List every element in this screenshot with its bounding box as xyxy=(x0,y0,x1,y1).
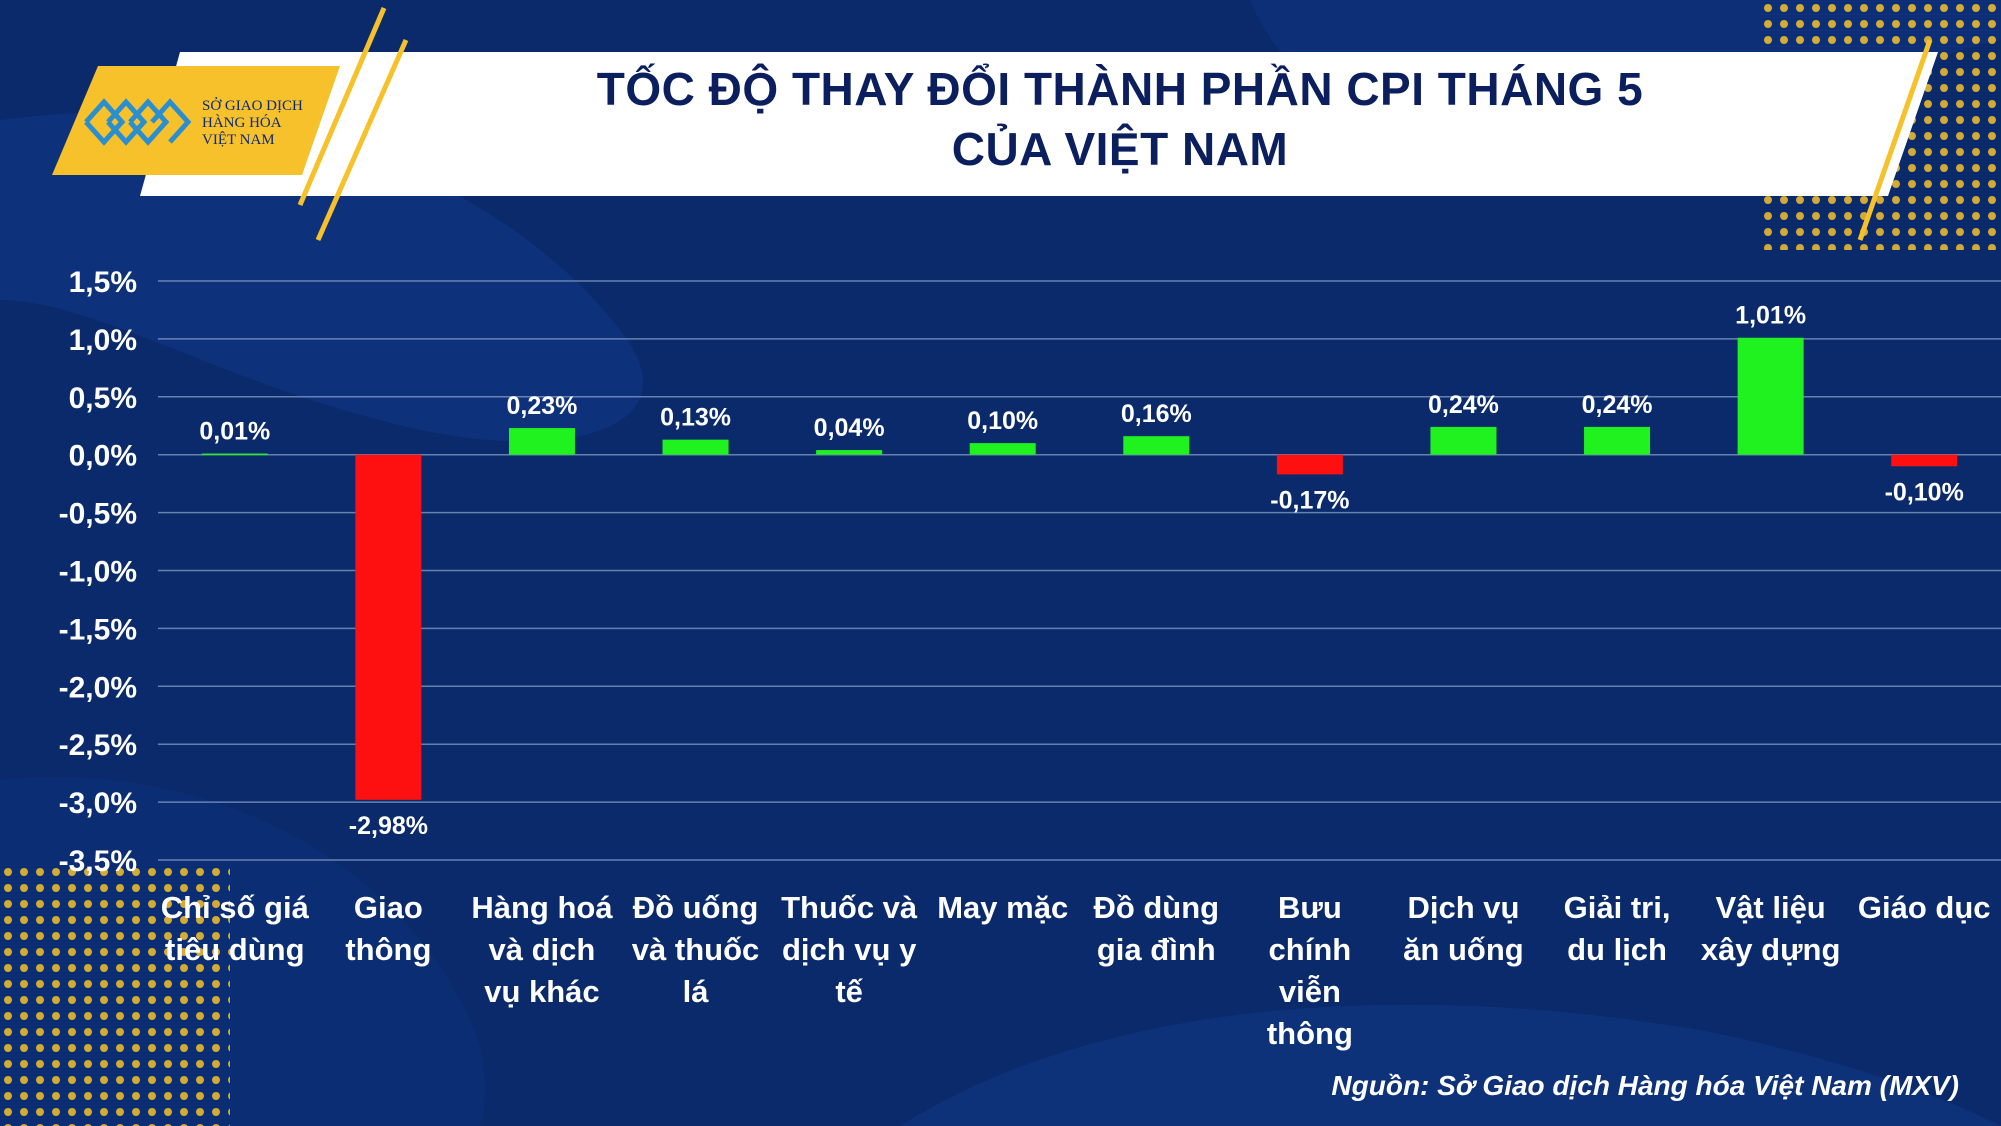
x-tick-label: Giáo dục xyxy=(1858,890,1991,925)
source-note: Nguồn: Sở Giao dịch Hàng hóa Việt Nam (M… xyxy=(1331,1070,1959,1101)
x-tick-label-line: dịch vụ y xyxy=(782,932,917,967)
data-label: 0,04% xyxy=(814,414,885,442)
bar xyxy=(508,428,575,455)
bar xyxy=(1276,454,1343,475)
bar xyxy=(201,453,268,456)
x-tick-label-line: du lịch xyxy=(1567,932,1667,967)
data-label: -2,98% xyxy=(349,812,428,840)
x-tick-label-line: Đồ uống xyxy=(633,890,759,925)
y-tick-label: -0,5% xyxy=(59,498,137,531)
y-tick-label: -1,5% xyxy=(59,613,137,646)
bar xyxy=(1891,454,1958,467)
x-tick-label-line: tiêu dùng xyxy=(165,932,304,967)
x-tick-label: Dịch vụ ăn uống xyxy=(1403,890,1524,967)
x-tick-label-line: và thuốc xyxy=(632,932,759,967)
bar xyxy=(1737,337,1804,455)
y-tick-label: -2,0% xyxy=(59,671,137,704)
logo-box xyxy=(52,66,340,175)
x-tick-label: Hàng hoá và dịch vụ khác xyxy=(471,890,613,1009)
x-tick-label-line: gia đình xyxy=(1097,932,1216,967)
data-label: -0,10% xyxy=(1885,478,1964,506)
bar xyxy=(1584,426,1651,455)
bar xyxy=(662,439,729,455)
x-tick-label-line: và dịch xyxy=(489,932,596,967)
x-tick-label-line: thông xyxy=(1267,1016,1353,1051)
y-tick-label: 0,5% xyxy=(69,382,137,415)
x-tick-label-line: Bưu xyxy=(1278,890,1342,925)
y-tick-label: -3,0% xyxy=(59,787,137,820)
x-tick-label: Giao thông xyxy=(345,890,431,967)
x-tick-label-line: chính xyxy=(1269,932,1352,967)
data-label: 0,24% xyxy=(1428,391,1499,419)
x-tick-label: Giải tri, du lịch xyxy=(1564,890,1671,967)
x-tick-label: Vật liệu xây dựng xyxy=(1701,890,1841,967)
logo-line: VIỆT NAM xyxy=(202,132,275,148)
x-tick-label-line: tế xyxy=(835,974,863,1009)
x-tick-label: Thuốc và dịch vụ y tế xyxy=(781,890,918,1009)
data-label: -0,17% xyxy=(1270,486,1349,514)
x-tick-label: Đồ dùng gia đình xyxy=(1093,890,1219,967)
title-banner xyxy=(52,7,1938,242)
logo-icon xyxy=(84,98,192,146)
data-label: 0,13% xyxy=(660,404,731,432)
x-tick-label-line: Thuốc và xyxy=(781,890,918,925)
x-tick-label: Bưu chính viễn thông xyxy=(1267,890,1353,1051)
x-tick-label-line: Đồ dùng xyxy=(1093,890,1219,925)
bar xyxy=(355,454,422,800)
y-tick-label: -2,5% xyxy=(59,729,137,762)
x-tick-label: Đồ uống và thuốc lá xyxy=(632,890,759,1009)
bar xyxy=(969,443,1036,455)
x-tick-label-line: vụ khác xyxy=(484,974,599,1009)
x-tick-label-line: Giáo dục xyxy=(1858,890,1991,925)
page-title-line-2: CỦA VIỆT NAM xyxy=(951,123,1289,175)
x-tick-label-line: viễn xyxy=(1279,974,1341,1009)
y-tick-label: -1,0% xyxy=(59,556,137,589)
x-tick-label-line: thông xyxy=(345,932,431,967)
logo-line: HÀNG HÓA xyxy=(202,115,282,131)
logo-text: SỞ GIAO DỊCH HÀNG HÓA VIỆT NAM xyxy=(202,98,303,149)
x-tick-label-line: ăn uống xyxy=(1403,932,1524,967)
x-tick-label-line: Dịch vụ xyxy=(1407,890,1519,925)
bar xyxy=(1430,426,1497,455)
y-tick-label: 1,0% xyxy=(69,324,137,357)
dot-pattern-bottom-left xyxy=(0,860,230,1126)
x-tick-label-line: Giao xyxy=(354,890,423,925)
x-tick-label-line: May mặc xyxy=(937,890,1068,925)
data-label: 1,01% xyxy=(1735,302,1806,330)
bar xyxy=(1123,436,1190,455)
data-label: 0,23% xyxy=(507,392,578,420)
data-label: 0,24% xyxy=(1582,391,1653,419)
x-tick-label-line: lá xyxy=(683,974,710,1009)
x-tick-label-line: Chỉ số giá xyxy=(161,890,310,925)
x-tick-label: May mặc xyxy=(937,890,1068,925)
data-label: 0,16% xyxy=(1121,400,1192,428)
data-label: 0,10% xyxy=(967,407,1038,435)
y-tick-label: -3,5% xyxy=(59,845,137,878)
y-tick-label: 1,5% xyxy=(69,266,137,299)
x-tick-label-line: Vật liệu xyxy=(1715,890,1825,925)
x-tick-label-line: Hàng hoá xyxy=(471,890,613,925)
bar xyxy=(816,450,883,455)
logo-line: SỞ GIAO DỊCH xyxy=(202,98,303,114)
data-label: 0,01% xyxy=(199,418,270,446)
page-title-line-1: TỐC ĐỘ THAY ĐỔI THÀNH PHẦN CPI THÁNG 5 xyxy=(596,63,1644,115)
x-tick-label: Chỉ số giá tiêu dùng xyxy=(161,890,310,967)
y-tick-label: 0,0% xyxy=(69,440,137,473)
x-tick-label-line: xây dựng xyxy=(1701,932,1841,967)
x-tick-label-line: Giải tri, xyxy=(1564,890,1671,925)
